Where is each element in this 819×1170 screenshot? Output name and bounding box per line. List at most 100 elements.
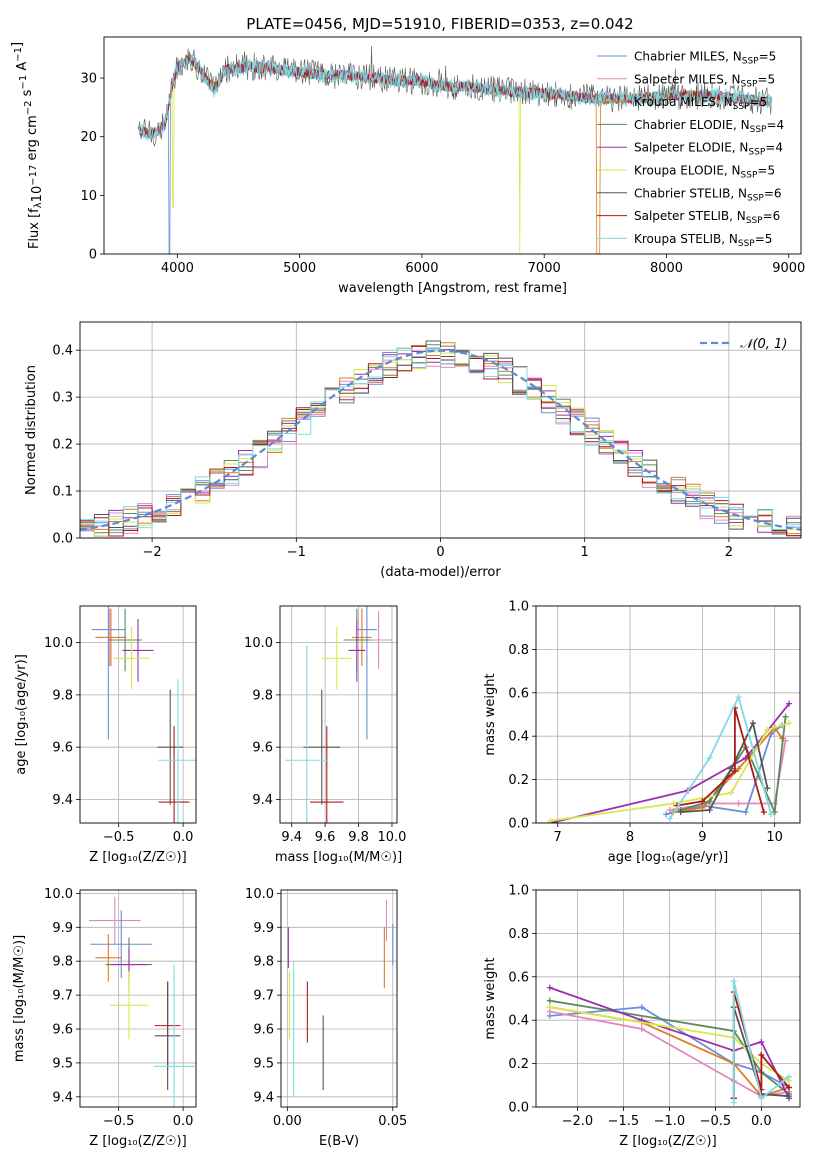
weight-marker-chabrier_miles — [663, 811, 670, 818]
x-tick-label: 0.0 — [173, 1114, 194, 1129]
y-axis-label: Normed distribution — [24, 365, 39, 495]
y-tick-label: 9.4 — [253, 1090, 274, 1105]
legend-tail: =5 — [750, 95, 768, 109]
spectrum-marks — [137, 45, 772, 254]
y-axis-label: age [log₁₀(age/yr)] — [14, 654, 29, 775]
legend-label: Salpeter MILES, N — [634, 72, 741, 86]
weight-marker-kroupa_stelib — [785, 1073, 792, 1080]
y-tick-label: 9.7 — [52, 989, 73, 1004]
legend-sub: SSP — [748, 148, 765, 158]
y-label-part: Flux [f — [27, 208, 42, 249]
legend-tail: =4 — [766, 118, 784, 132]
age_vs_Z-marks — [91, 606, 196, 823]
weight-marker-kroupa_elodie — [764, 726, 771, 733]
weight-marker-salpeter_miles — [638, 1025, 645, 1032]
age_vs_mass-marks — [285, 606, 392, 823]
x-axis-label: wavelength [Angstrom, rest frame] — [338, 281, 567, 296]
weight_vs_Z-frame — [535, 889, 801, 1108]
x-tick-label: 0.00 — [273, 1114, 302, 1129]
y-tick-label: 0.3 — [52, 391, 73, 406]
y-tick-label: 0.4 — [52, 344, 73, 359]
legend-entry-kroupa_miles: Kroupa MILES, NSSP=5 — [634, 95, 767, 112]
x-tick-label: −1.0 — [654, 1114, 686, 1129]
figure-title: PLATE=0456, MJD=51910, FIBERID=0353, z=0… — [246, 15, 633, 33]
age_vs_Z-axes: −0.5 0.0 9.4 9.6 9.8 10.0 Z [log₁₀(Z/Z☉)] age [… — [14, 605, 197, 865]
legend-label: Kroupa MILES, N — [634, 95, 733, 109]
x-tick-label: 8000 — [650, 261, 683, 276]
x-tick-label: 9.8 — [348, 830, 369, 845]
weight-marker-kroupa_stelib — [730, 978, 737, 985]
legend-tail: =5 — [757, 164, 775, 178]
weight_vs_Z-marks — [546, 978, 792, 1106]
y-tick-label: 9.8 — [252, 688, 273, 703]
x-tick-label: 9.6 — [315, 830, 336, 845]
mass_vs_Z-frame — [79, 889, 197, 1108]
x-tick-label: −0.5 — [700, 1114, 732, 1129]
weight-marker-salpeter_miles — [735, 800, 742, 807]
residuals-marks — [80, 340, 801, 537]
y-tick-label: 0.6 — [508, 686, 529, 701]
x-tick-label: −2 — [143, 545, 162, 560]
weight-marker-chabrier_miles — [742, 809, 749, 816]
legend-sub: SSP — [733, 102, 750, 112]
legend-entry-salpeter_stelib: Salpeter STELIB, NSSP=6 — [634, 209, 780, 226]
x-tick-label: 9.4 — [281, 830, 302, 845]
x-tick-label: 1 — [581, 545, 589, 560]
x-axis-label: E(B-V) — [319, 1134, 359, 1149]
y-tick-label: 9.4 — [252, 793, 273, 808]
y-tick-label: 9.9 — [253, 921, 274, 936]
y-tick-label: 0.1 — [52, 485, 73, 500]
legend-label: Chabrier ELODIE, N — [634, 118, 750, 132]
y-tick-label: 9.5 — [253, 1056, 274, 1071]
y-tick-label: 10.0 — [44, 887, 73, 902]
x-tick-label: 10.0 — [378, 830, 407, 845]
x-axis-label: Z [log₁₀(Z/Z☉)] — [89, 850, 186, 865]
y-tick-label: 0.0 — [508, 1101, 529, 1116]
x-axis-label: Z [log₁₀(Z/Z☉)] — [89, 1134, 186, 1149]
y-label-part: 10 — [30, 186, 45, 203]
y-axis-label: Flux [fλ10−17 erg cm−2 s−1 A−1] — [10, 42, 45, 249]
y-tick-label: 1.0 — [508, 884, 529, 899]
y-tick-label: 9.8 — [52, 955, 73, 970]
weight-line-kroupa_stelib — [669, 694, 772, 820]
x-axis-label: (data-model)/error — [380, 565, 501, 580]
x-axis-label: mass [log₁₀(M/M☉)] — [275, 850, 402, 865]
y-axis-label: mass weight — [483, 957, 498, 1039]
y-tick-label: 0.8 — [508, 927, 529, 942]
y-label-part: −1 — [18, 75, 29, 90]
y-tick-label: 1.0 — [508, 600, 529, 615]
weight-marker-chabrier_stelib — [764, 785, 771, 792]
weight-marker-salpeter_stelib — [760, 809, 767, 816]
y-tick-label: 9.6 — [52, 741, 73, 756]
weight-marker-chabrier_elodie — [782, 713, 789, 720]
y-label-part: −2 — [23, 100, 34, 115]
mass_vs_ebv-marks — [287, 900, 394, 1097]
normal-legend-label: 𝒩(0, 1) — [740, 337, 787, 352]
y-tick-label: 10.0 — [44, 636, 73, 651]
weight-marker-kroupa_elodie — [670, 800, 677, 807]
y-tick-label: 9.4 — [52, 793, 73, 808]
weight-marker-kroupa_stelib — [706, 754, 713, 761]
legend-tail: =6 — [763, 209, 781, 223]
x-tick-label: 0.0 — [751, 1114, 772, 1129]
legend-label: Salpeter STELIB, N — [634, 209, 746, 223]
y-tick-label: 20 — [80, 130, 97, 145]
legend-entry-chabrier_miles: Chabrier MILES, NSSP=5 — [634, 50, 776, 67]
y-tick-label: 0.4 — [508, 1014, 529, 1029]
weight_vs_age-axes: 7 8 9 10 0.0 0.2 0.4 0.6 0.8 1.0 age [log₁₀(age/yr… — [483, 600, 801, 865]
x-tick-label: 6000 — [405, 261, 438, 276]
x-tick-label: −0.5 — [103, 830, 135, 845]
age_vs_Z-frame — [79, 605, 197, 824]
y-tick-label: 0 — [89, 248, 97, 263]
x-tick-label: 9 — [698, 830, 706, 845]
y-tick-label: 9.7 — [253, 989, 274, 1004]
legend-label: Chabrier STELIB, N — [634, 186, 747, 200]
y-tick-label: 10.0 — [245, 887, 274, 902]
weight-marker-salpeter_elodie — [758, 1038, 765, 1045]
weight_vs_age-marks — [547, 694, 793, 823]
y-tick-label: 9.9 — [52, 921, 73, 936]
legend-tail: =5 — [759, 50, 777, 64]
weight-marker-salpeter_stelib — [731, 767, 738, 774]
weight-marker-kroupa_stelib — [735, 694, 742, 701]
